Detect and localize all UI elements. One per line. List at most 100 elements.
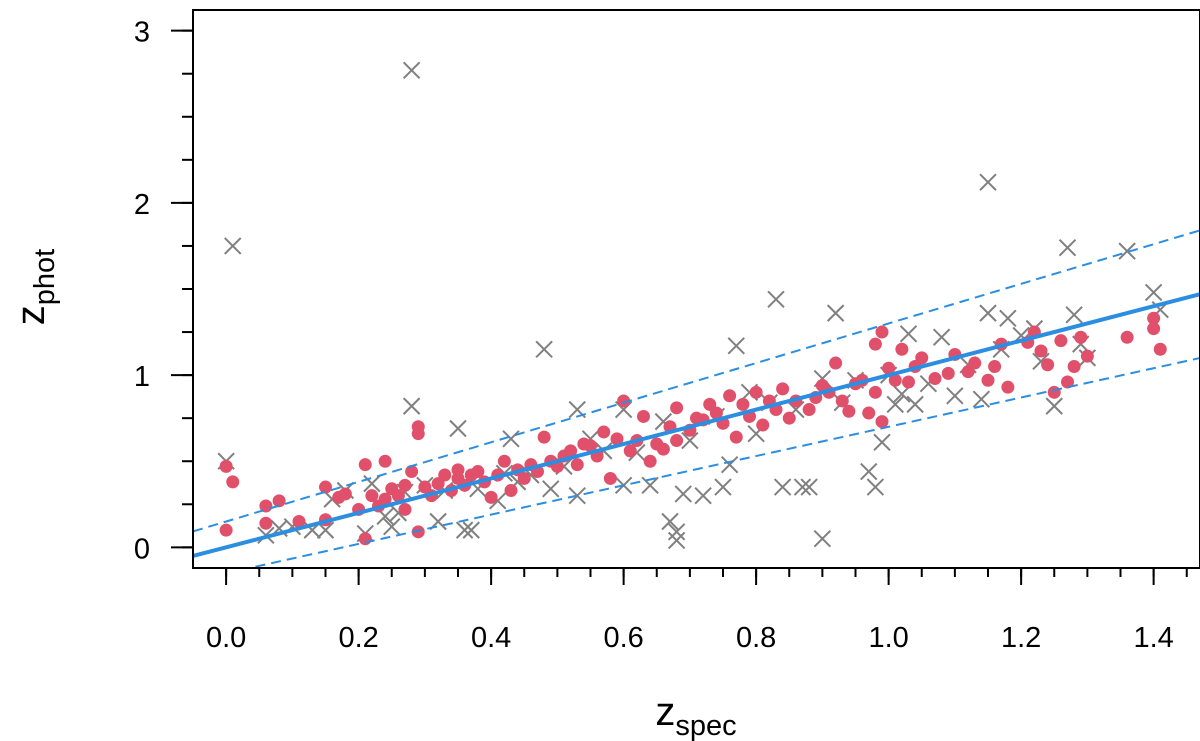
- reference-lines: [193, 229, 1200, 568]
- accepted-point: [1034, 344, 1048, 358]
- x-tick-label: 0.4: [471, 622, 511, 654]
- accepted-point: [319, 480, 332, 494]
- y-axis: 0 1 2 3: [134, 17, 193, 565]
- rejected-point: [972, 390, 991, 408]
- rejected-point: [932, 328, 951, 346]
- x-axis-title-sub: spec: [675, 710, 736, 741]
- accepted-point: [729, 430, 743, 444]
- accepted-point: [928, 372, 942, 386]
- rejected-point: [402, 61, 421, 79]
- y-tick-label: 2: [134, 189, 150, 221]
- rejected-point: [224, 237, 242, 255]
- y-axis-title-main: z: [9, 305, 53, 325]
- accepted-point: [584, 439, 597, 453]
- accepted-point: [497, 454, 511, 468]
- x-tick-label: 0.6: [603, 622, 643, 654]
- accepted-point: [868, 337, 882, 351]
- accepted-point: [517, 471, 531, 485]
- accepted-point: [888, 373, 902, 387]
- rejected-point: [946, 387, 964, 405]
- rejected-point: [813, 530, 832, 548]
- rejected-point: [720, 455, 739, 474]
- accepted-point: [1147, 311, 1161, 325]
- rejected-point: [502, 430, 520, 448]
- accepted-point: [1054, 334, 1068, 348]
- accepted-point: [378, 492, 392, 506]
- rejected-point: [979, 173, 997, 191]
- x-tick-label: 1.0: [868, 622, 908, 654]
- accepted-point: [219, 459, 233, 473]
- accepted-point: [882, 361, 896, 375]
- rejected-point: [681, 431, 699, 450]
- rejected-point: [1045, 397, 1063, 415]
- rejected-point: [1144, 283, 1163, 302]
- x-tick-label: 0.8: [736, 622, 776, 654]
- rejected-point: [873, 433, 891, 451]
- rejected-point: [363, 474, 381, 493]
- rejected-point: [674, 485, 692, 503]
- rejected-point: [979, 304, 997, 322]
- y-axis-title: zphot: [9, 249, 61, 325]
- chart-marks: [217, 61, 1169, 550]
- accepted-point: [259, 516, 273, 530]
- accepted-point: [537, 430, 551, 444]
- accepted-point: [623, 444, 637, 458]
- rejected-point: [714, 478, 732, 496]
- rejected-point: [667, 531, 686, 550]
- accepted-point: [504, 484, 518, 497]
- accepted-point: [405, 465, 419, 479]
- rejected-point: [727, 337, 745, 355]
- rejected-point: [542, 480, 560, 498]
- accepted-point: [981, 373, 995, 387]
- accepted-point: [670, 434, 684, 448]
- y-tick-label: 0: [134, 533, 150, 565]
- accepted-point: [272, 494, 286, 508]
- accepted-point: [259, 499, 273, 513]
- accepted-point: [1074, 330, 1088, 344]
- accepted-point: [736, 397, 750, 411]
- accepted-point: [570, 458, 584, 472]
- accepted-point: [398, 478, 412, 492]
- accepted-point: [875, 415, 889, 429]
- accepted-point: [862, 406, 876, 420]
- accepted-point: [902, 375, 915, 389]
- lower-bound-line: [244, 356, 1200, 568]
- rejected-point: [767, 290, 785, 309]
- rejected-point: [661, 512, 679, 531]
- accepted-point: [875, 325, 889, 339]
- rejected-point: [667, 523, 686, 541]
- upper-bound-line: [193, 229, 1200, 533]
- accepted-point: [1041, 358, 1055, 372]
- rejected-point: [886, 395, 904, 414]
- accepted-point: [378, 454, 392, 468]
- accepted-point: [749, 385, 763, 399]
- rejected-point: [449, 419, 467, 438]
- y-tick-label: 1: [134, 361, 150, 393]
- accepted-point: [1061, 375, 1074, 389]
- accepted-point: [219, 523, 233, 537]
- accepted-point: [915, 351, 929, 365]
- accepted-point: [471, 465, 485, 479]
- accepted-point: [709, 406, 723, 420]
- rejected-point: [906, 395, 924, 414]
- accepted-point: [358, 458, 372, 472]
- rejected-point: [800, 478, 818, 496]
- accepted-point: [411, 525, 425, 539]
- accepted-point: [610, 432, 624, 446]
- accepted-point: [842, 404, 856, 418]
- accepted-point: [941, 366, 955, 380]
- accepted-point: [895, 342, 909, 356]
- rejected-point: [455, 521, 474, 539]
- rejected-point: [893, 385, 911, 403]
- one-to-one-line: [193, 292, 1200, 558]
- accepted-point: [365, 489, 379, 503]
- rejected-point: [866, 478, 885, 496]
- accepted-point: [656, 442, 670, 456]
- accepted-point: [756, 418, 770, 432]
- accepted-point: [723, 389, 737, 403]
- rejected-point: [899, 325, 918, 343]
- rejected-point: [462, 521, 480, 539]
- rejected-point: [535, 340, 553, 358]
- accepted-point: [1153, 342, 1167, 356]
